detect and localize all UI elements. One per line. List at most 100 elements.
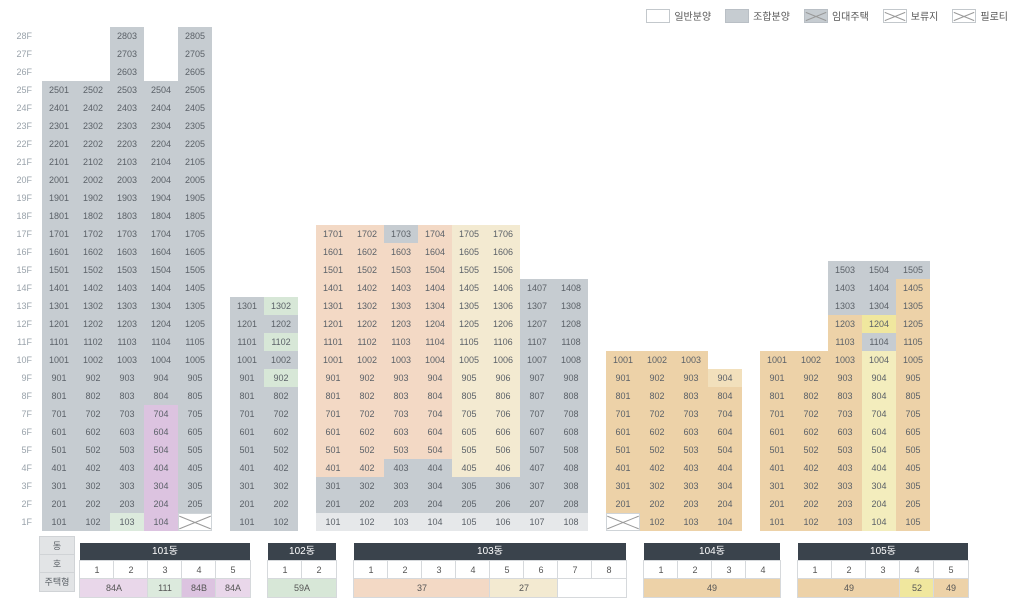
floor-label: 14F	[8, 279, 34, 297]
unit-cell: 903	[384, 369, 418, 387]
unit-cell: 601	[760, 423, 794, 441]
unit-cell: 1205	[178, 315, 212, 333]
unit-cell: 1105	[452, 333, 486, 351]
type-cell: 84A	[80, 579, 148, 597]
unit-cell: 603	[384, 423, 418, 441]
unit-cell: 905	[896, 369, 930, 387]
unit-cell: 1302	[76, 297, 110, 315]
unit-cell: 302	[264, 477, 298, 495]
unit-cell	[144, 45, 178, 63]
unit-cell: 2101	[42, 153, 76, 171]
ho-cell: 5	[934, 561, 968, 579]
unit-cell: 1404	[144, 279, 178, 297]
floor-label: 24F	[8, 99, 34, 117]
unit-cell: 1303	[384, 297, 418, 315]
unit-cell: 601	[42, 423, 76, 441]
unit-cell: 506	[486, 441, 520, 459]
unit-cell: 1106	[486, 333, 520, 351]
unit-cell: 1503	[828, 261, 862, 279]
unit-cell: 302	[350, 477, 384, 495]
unit-cell: 1402	[350, 279, 384, 297]
unit-cell: 2603	[110, 63, 144, 81]
unit-cell: 1002	[640, 351, 674, 369]
floor-label-column: 1F2F3F4F5F6F7F8F9F10F11F12F13F14F15F16F1…	[8, 27, 34, 531]
unit-cell: 1204	[418, 315, 452, 333]
floor-label: 4F	[8, 459, 34, 477]
unit-cell: 706	[486, 405, 520, 423]
unit-cell: 1208	[554, 315, 588, 333]
unit-cell: 1105	[896, 333, 930, 351]
unit-cell: 1604	[418, 243, 452, 261]
unit-cell: 403	[828, 459, 862, 477]
unit-cell: 1504	[144, 261, 178, 279]
unit-cell: 304	[862, 477, 896, 495]
floor-label: 7F	[8, 405, 34, 423]
unit-cell: 2204	[144, 135, 178, 153]
unit-cell: 2803	[110, 27, 144, 45]
unit-cell: 1306	[486, 297, 520, 315]
unit-cell: 208	[554, 495, 588, 513]
legend-label: 필로티	[980, 8, 1008, 23]
unit-cell: 503	[828, 441, 862, 459]
unit-cell: 401	[606, 459, 640, 477]
unit-cell: 1303	[110, 297, 144, 315]
unit-cell: 2504	[144, 81, 178, 99]
unit-cell: 704	[708, 405, 742, 423]
unit-cell: 905	[178, 369, 212, 387]
unit-cell: 104	[862, 513, 896, 531]
unit-cell	[708, 351, 742, 369]
unit-cell: 905	[452, 369, 486, 387]
unit-cell: 601	[316, 423, 350, 441]
unit-cell: 2201	[42, 135, 76, 153]
unit-cell: 1403	[384, 279, 418, 297]
unit-cell: 201	[760, 495, 794, 513]
unit-cell: 302	[640, 477, 674, 495]
unit-cell: 404	[418, 459, 452, 477]
unit-cell: 902	[76, 369, 110, 387]
unit-cell: 1701	[316, 225, 350, 243]
unit-cell: 806	[486, 387, 520, 405]
legend: 일반분양조합분양임대주택보류지필로티	[8, 8, 1016, 23]
unit-cell: 103	[674, 513, 708, 531]
unit-cell: 705	[452, 405, 486, 423]
unit-cell: 701	[760, 405, 794, 423]
unit-cell: 1506	[486, 261, 520, 279]
unit-cell: 804	[418, 387, 452, 405]
unit-cell: 2703	[110, 45, 144, 63]
floor-label: 25F	[8, 81, 34, 99]
floor-label: 2F	[8, 495, 34, 513]
unit-cell: 904	[418, 369, 452, 387]
ho-cell: 2	[388, 561, 422, 579]
unit-cell: 401	[316, 459, 350, 477]
unit-cell: 603	[674, 423, 708, 441]
unit-cell: 106	[486, 513, 520, 531]
unit-cell: 1103	[384, 333, 418, 351]
building-grid: 2803280527032705260326052501250225032504…	[42, 27, 212, 531]
unit-cell: 204	[144, 495, 178, 513]
unit-cell: 701	[42, 405, 76, 423]
unit-cell: 1304	[418, 297, 452, 315]
unit-cell: 802	[794, 387, 828, 405]
unit-cell: 702	[640, 405, 674, 423]
unit-cell: 1202	[76, 315, 110, 333]
type-cell: 59A	[268, 579, 336, 597]
type-row: 84A11184B84A	[80, 579, 250, 597]
unit-cell: 602	[794, 423, 828, 441]
unit-cell: 306	[486, 477, 520, 495]
unit-cell: 801	[316, 387, 350, 405]
unit-cell: 302	[76, 477, 110, 495]
floor-label: 21F	[8, 153, 34, 171]
unit-cell: 2501	[42, 81, 76, 99]
unit-cell: 501	[760, 441, 794, 459]
unit-cell: 2004	[144, 171, 178, 189]
ho-row: 12345678	[354, 561, 626, 579]
unit-cell: 1501	[42, 261, 76, 279]
unit-cell: 2301	[42, 117, 76, 135]
unit-cell: 2503	[110, 81, 144, 99]
unit-cell: 1003	[828, 351, 862, 369]
unit-cell: 1304	[144, 297, 178, 315]
building-summary: 105동12345495249	[798, 543, 968, 597]
unit-cell: 704	[862, 405, 896, 423]
unit-cell: 902	[350, 369, 384, 387]
unit-cell: 505	[178, 441, 212, 459]
